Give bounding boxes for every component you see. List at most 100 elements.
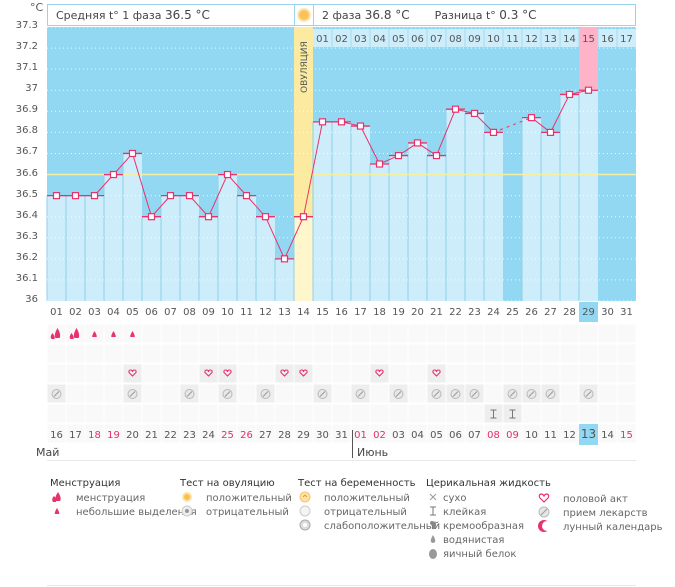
calendar-date-label: 09 [506, 430, 519, 441]
calendar-cell [579, 324, 598, 343]
calendar-cell [370, 324, 389, 343]
prediction-day-label: 05 [392, 34, 405, 45]
temp-point [128, 149, 137, 158]
cycle-day-label: 20 [411, 307, 424, 318]
spotting-icon [130, 331, 135, 337]
legend-group: Менструация менструация небольшие выделени… [50, 478, 197, 519]
legend-item: клейкая [426, 505, 551, 519]
calendar-date-label: 06 [449, 430, 462, 441]
cycle-day-label: 24 [487, 307, 500, 318]
legend-item: яичный белок [426, 547, 551, 561]
calendar-cell [389, 364, 408, 383]
prediction-day-label: 03 [354, 34, 367, 45]
calendar-cell [617, 364, 636, 383]
calendar-cell [446, 404, 465, 423]
calendar-cell [294, 324, 313, 343]
calendar-cell [598, 364, 617, 383]
pill-icon-line [471, 391, 478, 397]
calendar-cell [332, 344, 351, 363]
calendar-cell [47, 404, 66, 423]
calendar-cell [541, 364, 560, 383]
calendar-cell [408, 324, 427, 343]
heart-icon [299, 369, 308, 377]
calendar-cell [256, 324, 275, 343]
phase2-label: 2 фаза [322, 9, 362, 22]
calendar-cell [180, 364, 199, 383]
temp-line-segment [208, 174, 228, 217]
calendar-cell [446, 324, 465, 343]
legend-item-label: менструация [76, 492, 146, 504]
prediction-day-label: 11 [506, 34, 519, 45]
spotting-icon [111, 331, 116, 337]
ovulation-test-positive-icon [180, 491, 194, 506]
calendar-date-label: 04 [411, 430, 424, 441]
y-tick-label: 36.4 [15, 209, 38, 221]
calendar-cell [256, 344, 275, 363]
marked-cell [199, 364, 218, 383]
y-tick-label: 36.3 [15, 230, 38, 242]
calendar-cell [541, 404, 560, 423]
prediction-day-label: 02 [335, 34, 348, 45]
calendar-date-label: 15 [620, 430, 633, 441]
heart-icon [204, 369, 213, 377]
calendar-cell [313, 404, 332, 423]
legend-item-label: лунный календарь [563, 521, 663, 533]
calendar-cell [484, 324, 503, 343]
calendar-cell [237, 324, 256, 343]
legend-item-label: положительный [206, 492, 292, 504]
legend-item-label: яичный белок [443, 548, 517, 560]
calendar-cell [237, 404, 256, 423]
calendar-date-label: 10 [525, 430, 538, 441]
cycle-day-label: 14 [297, 307, 310, 318]
temp-point [527, 114, 536, 122]
calendar-cell [370, 424, 389, 443]
pill-icon-line [528, 391, 535, 397]
temp-point [489, 128, 498, 136]
calendar-cell [579, 344, 598, 363]
calendar-cell [66, 344, 85, 363]
calendar-cell [142, 424, 161, 443]
calendar-cell [427, 344, 446, 363]
pill-icon-line [186, 391, 193, 397]
calendar-cell [66, 364, 85, 383]
prediction-day-label: 09 [468, 34, 481, 45]
legend-group-title: Тест на овуляцию [180, 478, 275, 489]
calendar-date-label: 03 [392, 430, 405, 441]
prediction-day-label: 16 [601, 34, 614, 45]
calendar-cell [617, 324, 636, 343]
legend-item: слабоположительный [298, 519, 440, 533]
legend: Менструация менструация небольшие выделени… [0, 478, 675, 578]
calendar-cell [294, 344, 313, 363]
calendar-cell [123, 344, 142, 363]
month-divider [352, 430, 353, 458]
cycle-day-label: 23 [468, 307, 481, 318]
calendar-cell [579, 364, 598, 383]
calendar-cell [218, 344, 237, 363]
legend-item: кремообразная [426, 519, 551, 533]
pregnancy-test-positive-icon [298, 491, 312, 506]
pill-icon-line [224, 391, 231, 397]
prediction-day-label: 07 [430, 34, 443, 45]
cycle-day-label: 02 [69, 307, 82, 318]
temp-point [432, 151, 441, 160]
calendar-cell [484, 424, 503, 443]
calendar-cell [275, 424, 294, 443]
calendar-cell [161, 384, 180, 403]
unit-label: °C [30, 1, 44, 14]
calendar-cell [560, 324, 579, 343]
calendar-cell [408, 424, 427, 443]
calendar-cell [332, 364, 351, 383]
pregnancy-test-weak-icon [298, 519, 312, 534]
pill-icon-line [53, 391, 60, 397]
calendar-cell [503, 364, 522, 383]
calendar-date-label: 22 [164, 430, 177, 441]
calendar-cell [351, 424, 370, 443]
calendar-cell [503, 344, 522, 363]
predicted-period-cell [579, 29, 598, 47]
calendar-cell [66, 404, 85, 423]
calendar-date-label: 23 [183, 430, 196, 441]
calendar-date-label: 29 [297, 430, 310, 441]
legend-item-label: положительный [324, 492, 410, 504]
calendar-cell [617, 404, 636, 423]
temp-bar [408, 142, 427, 301]
